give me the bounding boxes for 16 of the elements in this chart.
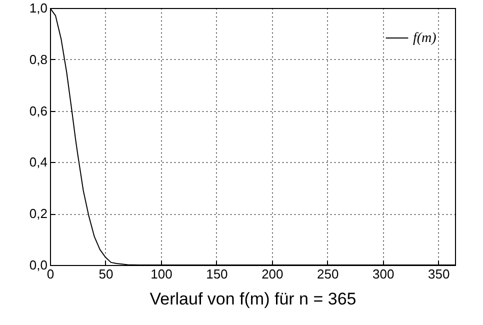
x-tick-label: 200 [262,266,284,282]
x-tick-label: 50 [98,266,114,282]
y-tick-label: 0,6 [29,103,48,118]
x-tick-label: 100 [150,266,172,282]
y-tick-label: 0,0 [29,258,48,272]
legend-label: f(m) [413,31,437,46]
y-tick-label: 0,2 [29,206,48,222]
x-tick-label: 0 [46,266,54,282]
y-tick-label: 1,0 [29,0,48,16]
x-tick-label: 250 [317,266,339,282]
x-tick-label: 300 [372,266,394,282]
x-tick-label: 150 [206,266,228,282]
y-tick-label: 0,8 [29,52,48,67]
x-axis-title: Verlauf von f(m) für n = 365 [150,290,356,308]
x-tick-label: 350 [428,266,450,282]
y-tick-label: 0,4 [29,154,48,170]
